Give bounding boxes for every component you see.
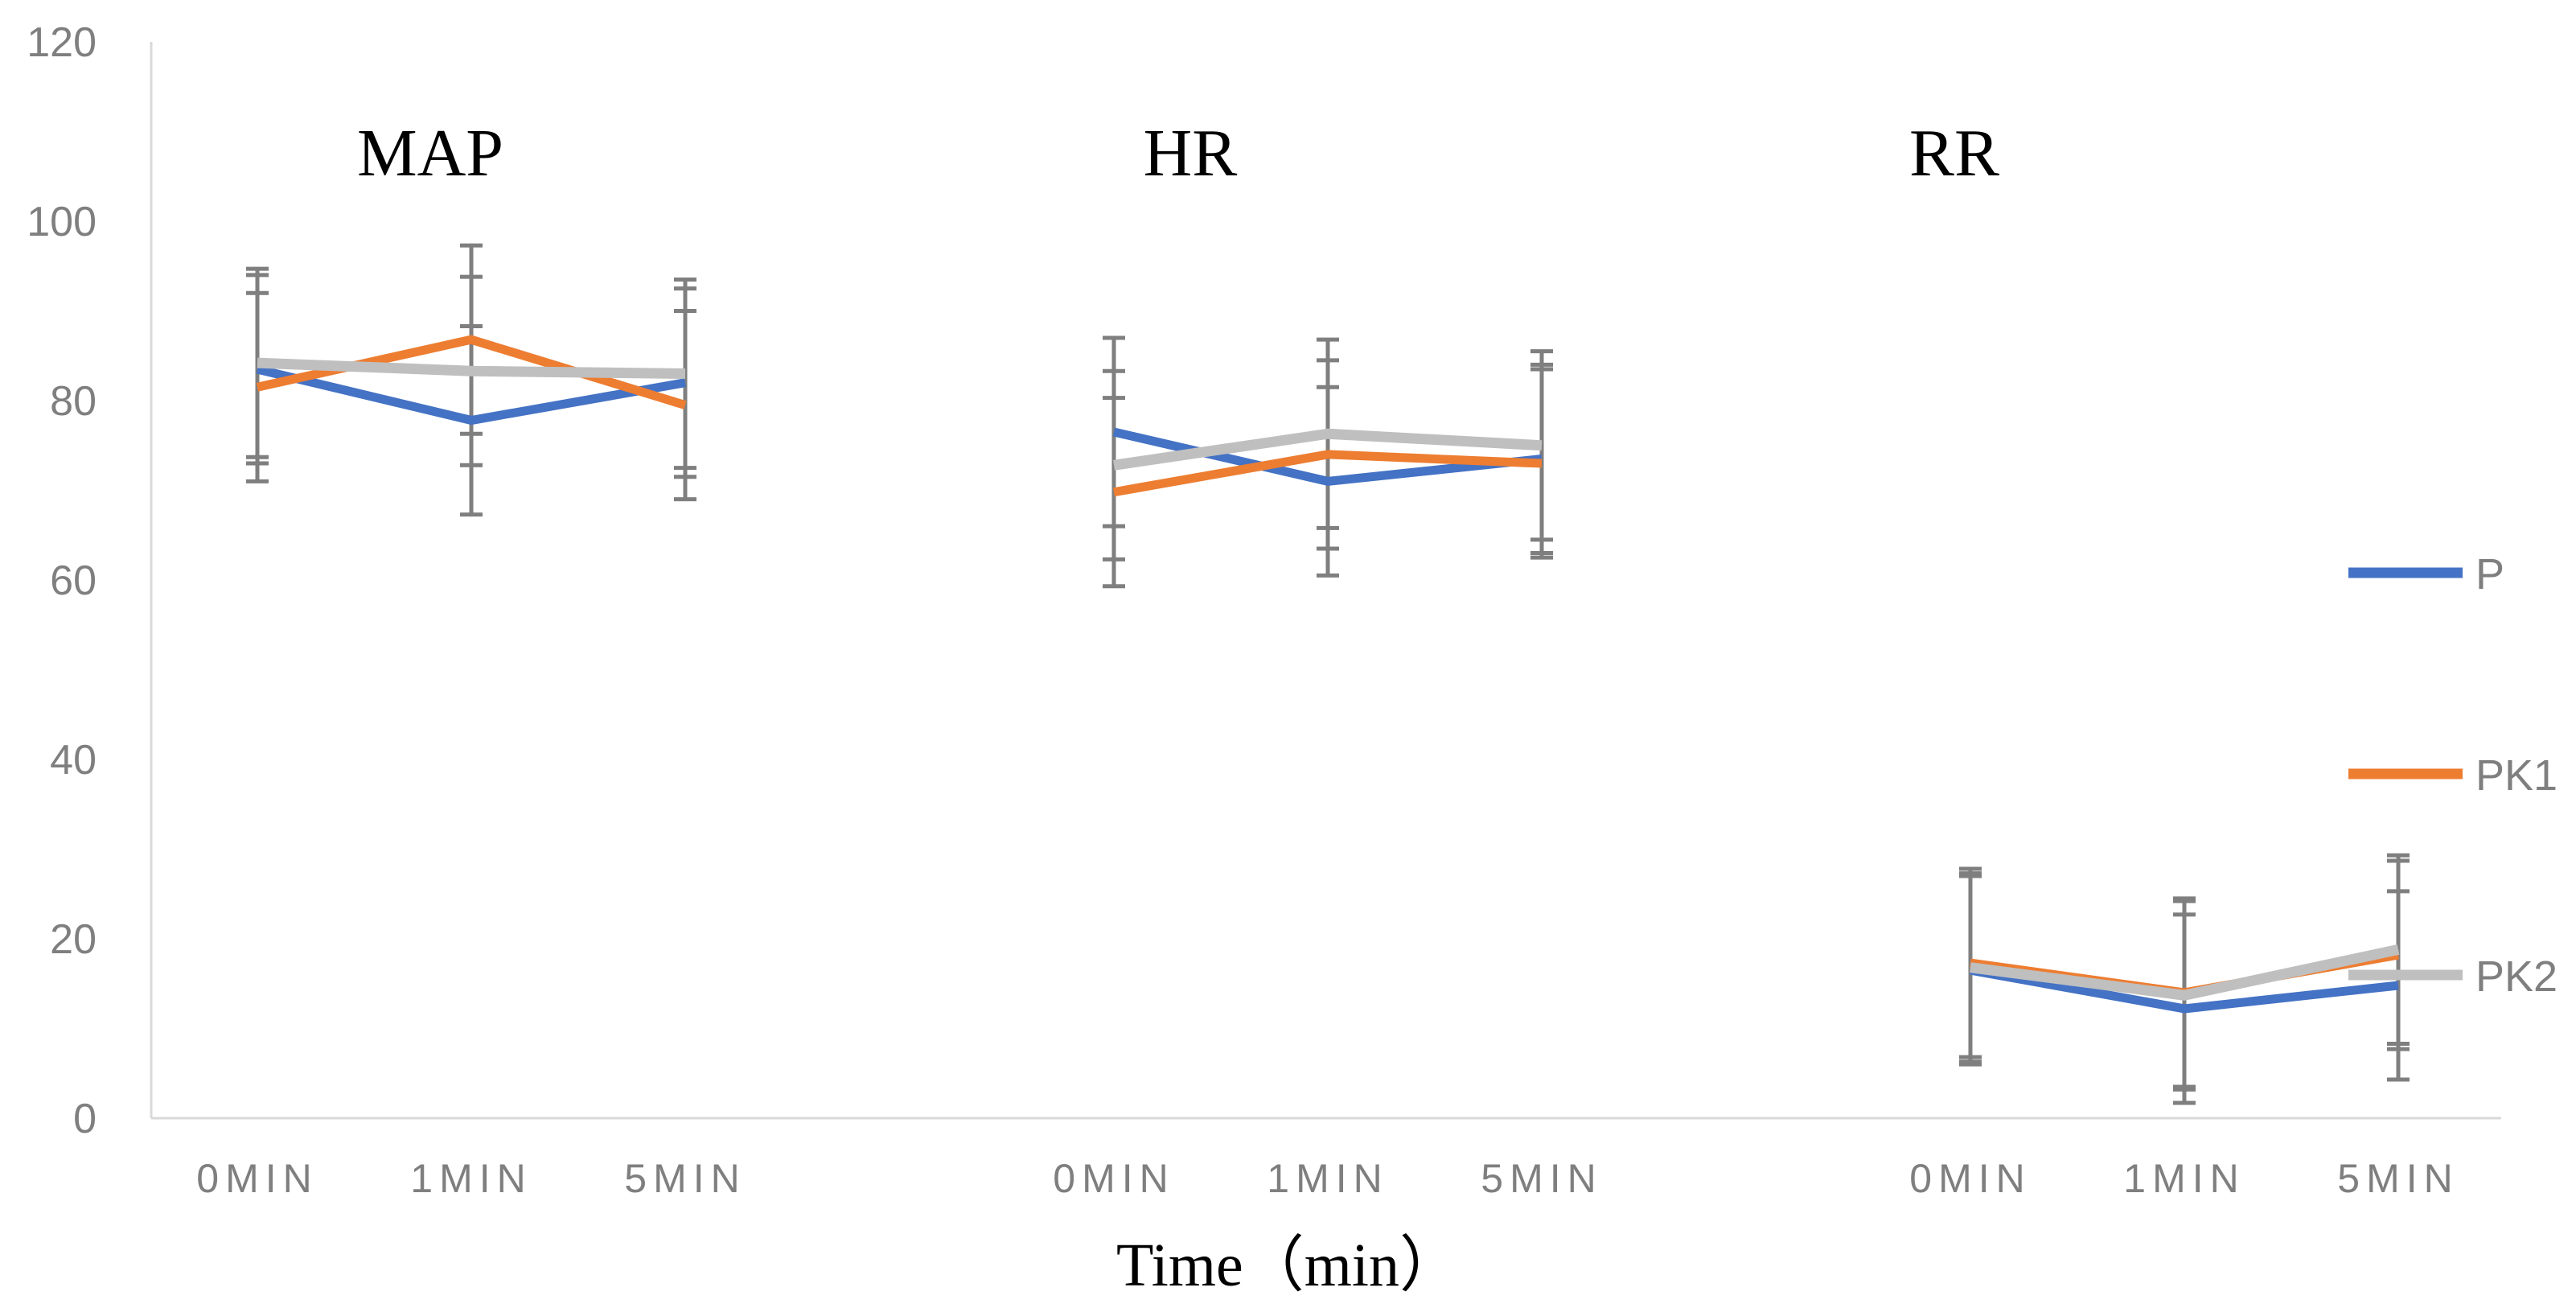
y-axis-ticks: 0 20 40 60 80 100 120 [27,19,97,1142]
y-tick-label: 20 [50,916,97,963]
group-label-rr: RR [1909,116,1999,191]
x-tick-label: 5MIN [624,1156,746,1201]
group-label-map: MAP [357,116,503,191]
x-tick-label: 5MIN [1481,1156,1602,1201]
series-lines [256,335,2400,1014]
legend-label: P [2475,550,2504,599]
x-tick-label: 1MIN [1267,1156,1388,1201]
legend: P PK1 PK2 [2348,550,2558,1001]
series-line-p-map [256,364,686,426]
y-tick-label: 60 [50,557,97,604]
group-labels: MAP HR RR [357,116,1999,191]
series-line-pk2-hr [1113,428,1543,471]
x-tick-label: 0MIN [1909,1156,2031,1201]
y-tick-label: 80 [50,378,97,425]
y-tick-label: 0 [73,1096,97,1142]
x-axis-ticks: 0MIN 1MIN 5MIN 0MIN 1MIN 5MIN 0MIN 1MIN 5MIN [196,1156,2459,1201]
x-tick-label: 1MIN [2123,1156,2245,1201]
series-line-pk2-rr [1970,944,2400,1001]
x-tick-label: 0MIN [196,1156,318,1201]
series-line-pk1-hr [1113,450,1543,497]
x-tick-label: 5MIN [2337,1156,2459,1201]
legend-label: PK1 [2475,751,2558,800]
y-tick-label: 40 [50,737,97,784]
group-label-hr: HR [1144,116,1238,191]
series-line-pk2-map [257,357,686,380]
series-line-p-hr [1112,427,1543,486]
series-line-pk1-map [256,335,687,409]
error-bar [246,266,269,459]
legend-item-pk2: PK2 [2348,952,2558,1001]
y-tick-label: 120 [27,19,97,66]
chart-axes [150,42,2501,1120]
legend-item-pk1: PK1 [2348,751,2558,800]
x-axis-title: Time（min） [1116,1232,1461,1299]
series-line-p-rr [1970,965,2399,1014]
legend-label: PK2 [2475,952,2558,1001]
error-bar [1959,871,1982,1064]
x-tick-label: 1MIN [410,1156,532,1201]
legend-item-p: P [2348,550,2504,599]
x-tick-label: 0MIN [1053,1156,1174,1201]
y-tick-label: 100 [27,199,97,245]
